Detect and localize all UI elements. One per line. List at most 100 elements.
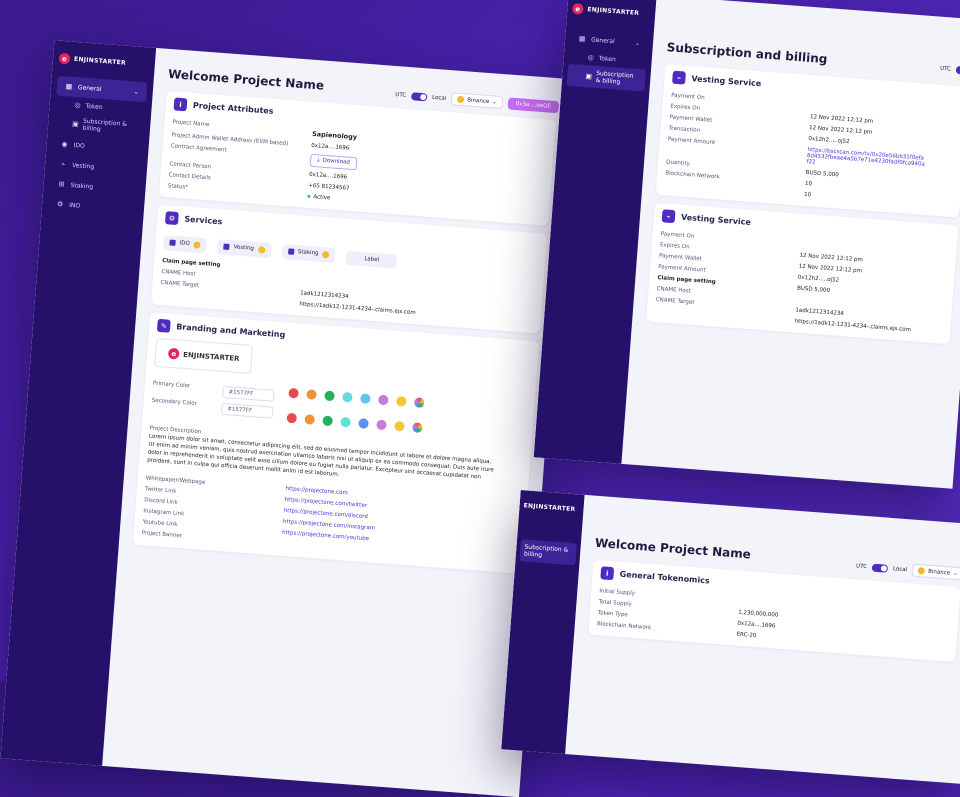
timezone-toggle[interactable]	[955, 65, 960, 76]
timezone-toggle[interactable]	[871, 563, 889, 573]
secondary-palette	[282, 408, 427, 438]
color-swatch[interactable]	[288, 387, 299, 399]
sidebar-item-label: Subscription & billing	[523, 543, 569, 559]
download-label: Download	[322, 157, 351, 166]
utc-label: UTC	[939, 65, 952, 73]
field-label: Secondary Color	[151, 397, 198, 407]
coin-icon	[193, 240, 201, 249]
gear-icon: ⚙	[56, 199, 64, 209]
sidebar-item-label: Staking	[70, 181, 94, 191]
brand-logo: ENJINSTARTER	[523, 502, 579, 513]
color-swatch[interactable]	[358, 418, 369, 429]
payment-wallet-value: 0x12h2.....oj52	[808, 135, 850, 145]
service-label: Vesting	[233, 244, 255, 252]
card-title: General Tokenomics	[619, 569, 710, 586]
brand-logo: e ENJINSTARTER	[571, 2, 651, 20]
color-swatch[interactable]	[322, 415, 334, 427]
sidebar-item-label: Subscription & billing	[595, 69, 634, 86]
service-vesting[interactable]: Vesting	[217, 238, 272, 258]
chart-icon: ⌁	[672, 70, 686, 85]
quantity-value: 10	[804, 180, 813, 187]
checkbox-icon	[223, 243, 230, 251]
sidebar-item-label: Subscription & billing	[82, 117, 128, 133]
sidebar-item-label: Token	[598, 54, 617, 63]
project-attributes-card: i Project Attributes Project Name Sapieno…	[158, 90, 556, 226]
download-icon: ⤓	[316, 156, 320, 164]
payment-amount-value: BUSD 5,000	[796, 285, 831, 294]
color-swatch[interactable]	[378, 394, 389, 406]
branding-card: ✎ Branding and Marketing e ENJINSTARTER …	[132, 312, 540, 574]
sidebar-item-label: Token	[85, 102, 103, 111]
status-dot-icon	[307, 194, 311, 198]
wallet-button[interactable]: 0x3a....oeQE	[507, 96, 560, 113]
brand-name: ENJINSTARTER	[73, 55, 127, 67]
sidebar-item-label: General	[590, 35, 615, 45]
card-title: Services	[184, 214, 223, 227]
gear-icon: ⚙	[164, 211, 179, 226]
screen-tokenomics: ENJINSTARTER Subscription & billing UTC …	[501, 490, 960, 784]
screen-project-overview: e ENJINSTARTER ▦ General ⌄ ◎ Token ▣ Sub…	[0, 40, 573, 797]
sidebar-item-label: IDO	[73, 141, 85, 150]
payment-amount-value: BUSD 5,000	[805, 169, 839, 178]
network-select[interactable]: Binance ⌄	[450, 92, 504, 110]
color-swatch[interactable]	[360, 393, 371, 404]
color-swatch[interactable]	[304, 414, 316, 425]
token-type-value: ERC-20	[736, 631, 757, 639]
service-label: Staking	[297, 249, 319, 257]
network-select[interactable]: Binance ⌄	[911, 563, 960, 581]
coin-icon	[257, 245, 266, 254]
billing-icon: ▣	[71, 119, 80, 129]
primary-color-input[interactable]: #1577FF	[222, 385, 275, 402]
color-swatch[interactable]	[394, 420, 405, 432]
project-name-value: Sapienology	[311, 129, 358, 141]
card-title: Vesting Service	[691, 74, 762, 89]
services-card: ⚙ Services IDO Vesting Staking Label Cla…	[150, 204, 548, 334]
binance-icon	[917, 567, 926, 575]
sidebar-item-label: INO	[68, 201, 81, 210]
color-swatch[interactable]	[342, 391, 353, 403]
main-content: UTC Local Binance ⌄ Welcome Project Name…	[565, 495, 960, 784]
network-value: Binance	[467, 96, 490, 105]
color-wheel-icon[interactable]	[413, 397, 425, 409]
service-label-item[interactable]: Label	[345, 250, 398, 269]
vesting-service-card-2: ⌁ Vesting Service Payment On Expires On 1…	[646, 202, 959, 345]
timezone-toggle[interactable]	[410, 91, 428, 101]
info-icon: i	[173, 97, 188, 112]
sidebar-item-label: Vesting	[71, 161, 95, 171]
card-title: Branding and Marketing	[175, 322, 286, 340]
color-swatch[interactable]	[286, 412, 298, 424]
main-content: UTC Subscription and billing ⌁ Vesting S…	[621, 0, 960, 489]
sidebar-item-subscription[interactable]: Subscription & billing	[519, 539, 577, 566]
service-label: Label	[364, 256, 380, 264]
coin-icon	[322, 250, 330, 259]
logo-icon: e	[58, 52, 71, 65]
staking-icon: ⊞	[58, 180, 65, 189]
grid-icon: ▦	[65, 82, 73, 91]
color-wheel-icon[interactable]	[412, 422, 423, 433]
color-swatch[interactable]	[324, 390, 335, 402]
service-label: IDO	[179, 240, 190, 247]
color-swatch[interactable]	[395, 395, 407, 407]
secondary-color-input[interactable]: #1577FF	[220, 402, 274, 419]
utc-label: UTC	[395, 91, 407, 99]
download-button[interactable]: ⤓ Download	[309, 153, 358, 170]
color-swatch[interactable]	[306, 389, 317, 400]
sidebar-item-subscription[interactable]: ▣ Subscription & billing	[566, 63, 647, 92]
card-title: Project Attributes	[192, 100, 274, 116]
grid-icon: ▦	[578, 34, 586, 44]
logo-icon: e	[167, 347, 180, 360]
utc-label: UTC	[855, 562, 868, 570]
network-value: 10	[803, 191, 812, 198]
screen-subscription-billing: e ENJINSTARTER ▦ General ⌄ ◎ Token ▣ Sub…	[533, 0, 960, 489]
local-label: Local	[892, 565, 908, 573]
color-swatch[interactable]	[340, 416, 351, 428]
status-value: Active	[313, 193, 331, 201]
service-staking[interactable]: Staking	[281, 243, 337, 263]
network-value: Binance	[927, 568, 951, 576]
color-swatch[interactable]	[376, 419, 387, 431]
brand-logo-preview: e ENJINSTARTER	[154, 337, 254, 374]
service-ido[interactable]: IDO	[163, 234, 208, 253]
contact-person-value: 0x12a....1696	[308, 171, 348, 181]
logo-icon: e	[571, 2, 584, 15]
payment-wallet-value: 0x12h2.....oj52	[797, 274, 840, 284]
